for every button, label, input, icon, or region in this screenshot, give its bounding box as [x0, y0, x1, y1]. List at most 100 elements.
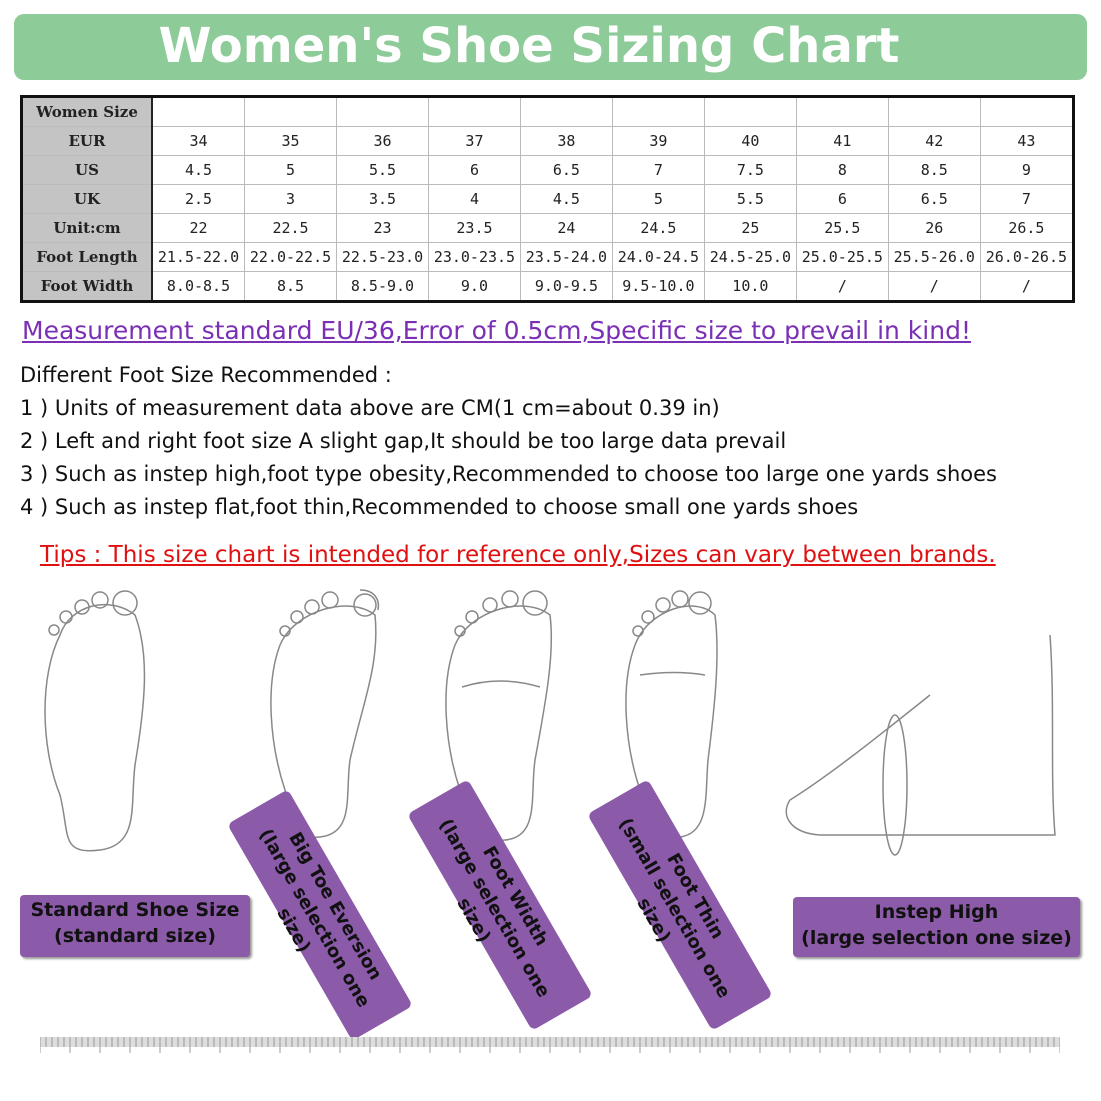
- table-cell: 7.5: [703, 155, 797, 185]
- foot-thin-icon: [625, 590, 718, 839]
- table-cell: 9.5-10.0: [611, 271, 705, 302]
- label-standard-size: Standard Shoe Size (standard size): [20, 895, 250, 957]
- table-cell: 39: [611, 126, 705, 156]
- table-row: Foot Length 21.5-22.0 22.0-22.5 22.5-23.0 23…: [21, 242, 1075, 272]
- table-cell: 24: [519, 213, 613, 243]
- table-cell: 5.5: [703, 184, 797, 214]
- foot-width-icon: [445, 590, 553, 842]
- table-cell: 26: [887, 213, 981, 243]
- recommend-heading: Different Foot Size Recommended :: [20, 363, 392, 387]
- table-cell: 8.5-9.0: [336, 271, 429, 302]
- table-cell: 34: [151, 126, 246, 156]
- table-cell: 37: [427, 126, 521, 156]
- table-cell: 25.5: [795, 213, 889, 243]
- label-subtitle: (standard size): [54, 925, 216, 947]
- table-cell: 22.5-23.0: [336, 242, 429, 272]
- table-cell: 24.0-24.5: [611, 242, 705, 272]
- measurement-note: Measurement standard EU/36,Error of 0.5c…: [22, 316, 971, 345]
- label-title: Standard Shoe Size: [30, 899, 240, 921]
- table-cell: 43: [979, 126, 1075, 156]
- table-cell: [151, 96, 246, 127]
- table-cell: 9.0-9.5: [519, 271, 613, 302]
- size-table: Women Size EUR 34 35 36 37 38 39 40 41 42 43 US 4.5 5 5…: [20, 95, 1075, 303]
- table-cell: 5: [611, 184, 705, 214]
- table-cell: 9.0: [427, 271, 521, 302]
- table-cell: 26.0-26.5: [979, 242, 1075, 272]
- table-cell: 4.5: [151, 155, 246, 185]
- table-cell: 38: [519, 126, 613, 156]
- tips-note: Tips : This size chart is intended for r…: [40, 542, 996, 568]
- table-cell: 25: [703, 213, 797, 243]
- row-header: Foot Length: [21, 242, 153, 272]
- table-cell: 35: [244, 126, 337, 156]
- table-cell: 22: [151, 213, 246, 243]
- label-title: Instep High: [874, 901, 999, 923]
- row-header: US: [21, 155, 153, 185]
- table-cell: 10.0: [703, 271, 797, 302]
- row-header: Unit:cm: [21, 213, 153, 243]
- table-cell: 24.5: [611, 213, 705, 243]
- table-row: Foot Width 8.0-8.5 8.5 8.5-9.0 9.0 9.0-9.5 9.5…: [21, 271, 1075, 302]
- table-cell: [979, 96, 1075, 127]
- foot-illustrations: [44, 589, 1056, 856]
- table-cell: 40: [703, 126, 797, 156]
- table-cell: 23: [336, 213, 429, 243]
- table-row: EUR 34 35 36 37 38 39 40 41 42 43: [21, 126, 1075, 156]
- label-instep-high: Instep High (large selection one size): [793, 897, 1080, 957]
- table-cell: [887, 96, 981, 127]
- table-row: Women Size: [21, 96, 1075, 127]
- table-cell: [336, 96, 429, 127]
- table-cell: 7: [611, 155, 705, 185]
- recommend-item: 1 ) Units of measurement data above are …: [20, 396, 720, 420]
- table-cell: 5.5: [336, 155, 429, 185]
- row-header: Women Size: [21, 96, 153, 127]
- table-cell: 6: [427, 155, 521, 185]
- table-row: Unit:cm 22 22.5 23 23.5 24 24.5 25 25.5 26 26.5: [21, 213, 1075, 243]
- title-banner: Women's Shoe Sizing Chart: [14, 14, 1087, 80]
- ruler-icon: [40, 1037, 1060, 1053]
- table-cell: /: [795, 271, 889, 302]
- table-cell: 6: [795, 184, 889, 214]
- foot-standard-icon: [44, 590, 146, 852]
- table-cell: 9: [979, 155, 1075, 185]
- foot-instep-icon: [785, 634, 1056, 856]
- table-cell: 5: [244, 155, 337, 185]
- table-row: UK 2.5 3 3.5 4 4.5 5 5.5 6 6.5 7: [21, 184, 1075, 214]
- table-cell: [703, 96, 797, 127]
- table-cell: 26.5: [979, 213, 1075, 243]
- table-cell: [427, 96, 521, 127]
- table-cell: 25.0-25.5: [795, 242, 889, 272]
- label-subtitle: (large selection one size): [801, 927, 1072, 949]
- row-header: Foot Width: [21, 271, 153, 302]
- page-title: Women's Shoe Sizing Chart: [158, 18, 900, 74]
- table-cell: 22.0-22.5: [244, 242, 337, 272]
- table-cell: 8.0-8.5: [151, 271, 246, 302]
- table-cell: 41: [795, 126, 889, 156]
- table-row: US 4.5 5 5.5 6 6.5 7 7.5 8 8.5 9: [21, 155, 1075, 185]
- recommend-item: 2 ) Left and right foot size A slight ga…: [20, 429, 787, 453]
- table-cell: 8: [795, 155, 889, 185]
- table-cell: [244, 96, 337, 127]
- table-cell: 3.5: [336, 184, 429, 214]
- table-cell: /: [979, 271, 1075, 302]
- row-header: UK: [21, 184, 153, 214]
- table-cell: 4: [427, 184, 521, 214]
- table-cell: 8.5: [887, 155, 981, 185]
- table-cell: 6.5: [519, 155, 613, 185]
- table-cell: [519, 96, 613, 127]
- row-header: EUR: [21, 126, 153, 156]
- table-cell: 6.5: [887, 184, 981, 214]
- table-cell: 42: [887, 126, 981, 156]
- table-cell: 23.5: [427, 213, 521, 243]
- table-cell: 25.5-26.0: [887, 242, 981, 272]
- table-cell: 36: [336, 126, 429, 156]
- recommend-item: 3 ) Such as instep high,foot type obesit…: [20, 462, 997, 486]
- foot-big-toe-icon: [270, 589, 380, 839]
- table-cell: 24.5-25.0: [703, 242, 797, 272]
- table-cell: 8.5: [244, 271, 337, 302]
- table-cell: /: [887, 271, 981, 302]
- table-cell: 22.5: [244, 213, 337, 243]
- table-cell: 3: [244, 184, 337, 214]
- table-cell: [611, 96, 705, 127]
- table-cell: 21.5-22.0: [151, 242, 246, 272]
